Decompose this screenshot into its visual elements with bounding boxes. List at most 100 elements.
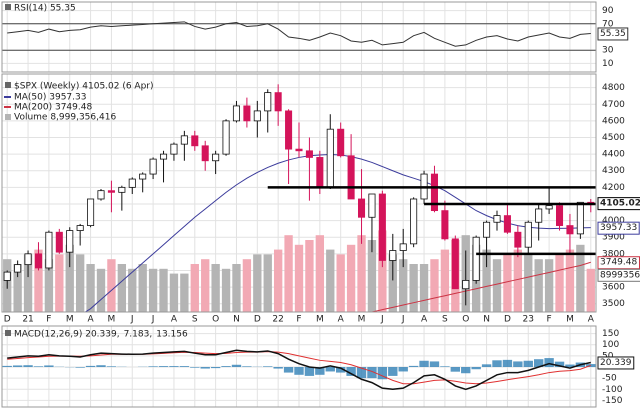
x-tick-label: M [566, 315, 574, 325]
histogram-bar [273, 367, 283, 369]
volume-bar [75, 254, 85, 312]
volume-bar [367, 240, 377, 312]
candle-body [232, 105, 240, 122]
candle-body [430, 173, 439, 212]
volume-bar [513, 249, 523, 312]
histogram-bar [106, 366, 117, 367]
histogram-bar [179, 366, 190, 367]
histogram-bar [481, 364, 492, 367]
candle-body [222, 120, 230, 155]
x-tick-label: N [233, 315, 240, 325]
last-value-label: 3957.33 [600, 223, 637, 233]
macd-panel [2, 349, 596, 391]
y-tick-label: 4400 [602, 150, 625, 160]
x-tick-label: M [66, 315, 74, 325]
volume-bar [326, 249, 335, 312]
candle-body [201, 145, 209, 162]
y-tick-label: 150 [602, 329, 619, 339]
volume-bar [86, 264, 95, 312]
candle-body [76, 225, 84, 231]
histogram-bar [408, 365, 419, 367]
volume-bar [492, 259, 502, 312]
volume-bar [201, 259, 210, 312]
last-value-box [597, 356, 635, 370]
histogram-bar [263, 366, 273, 367]
histogram-bar [190, 367, 200, 368]
x-tick-label: A [421, 315, 428, 325]
volume-bar [242, 259, 252, 312]
volume-bar [378, 230, 387, 312]
histogram-bar [554, 361, 565, 367]
histogram-bar [565, 364, 575, 367]
volume-bar [232, 264, 241, 312]
y-tick-label: 4800 [602, 83, 625, 93]
y-tick-label: 3900 [602, 233, 625, 243]
rsi-panel [2, 21, 596, 51]
series-line [369, 261, 591, 312]
legend-label: 13.156 [156, 330, 188, 340]
legend-swatch [5, 114, 11, 120]
last-value-label: 3749.48 [600, 258, 637, 268]
x-tick-label: M [316, 315, 324, 325]
y-tick-label: 100 [602, 340, 619, 350]
histogram-bar [75, 367, 85, 368]
legend-icon [5, 82, 11, 88]
histogram-bar [96, 365, 106, 367]
histogram-bar [294, 367, 304, 375]
volume-bar [263, 254, 272, 312]
histogram-bar [148, 366, 158, 367]
volume-bar [294, 244, 304, 312]
volume-bar [138, 264, 147, 312]
y-tick-label: 10 [602, 59, 614, 69]
candle-body [326, 128, 334, 188]
volume-bar [34, 249, 43, 312]
x-tick-label: D [254, 315, 261, 325]
candle-body [337, 128, 345, 157]
x-tick-label: A [171, 315, 178, 325]
x-tick-label: 23 [523, 315, 534, 325]
volume-bar [399, 259, 408, 312]
x-tick-label: A [588, 315, 595, 325]
histogram-bar [544, 358, 554, 367]
x-tick-label: S [192, 315, 198, 325]
legend-label: 7.183, [124, 330, 153, 340]
histogram-bar [513, 361, 523, 367]
histogram-bar [388, 367, 398, 376]
candle-body [451, 238, 459, 290]
candle-body [462, 280, 470, 290]
candle-body [357, 198, 366, 218]
candle-body [24, 253, 32, 266]
histogram-bar [471, 367, 481, 370]
volume-bar [159, 268, 168, 312]
x-tick-label: O [212, 315, 219, 325]
candle-body [535, 208, 543, 223]
histogram-bar [315, 367, 325, 375]
candle-body [347, 155, 355, 200]
candle-body [14, 264, 22, 273]
histogram-bar [283, 367, 294, 373]
volume-bar [65, 244, 74, 312]
volume-bar [180, 273, 189, 312]
volume-bar [357, 235, 366, 312]
legend-label: MA(200) 3749.48 [14, 103, 92, 113]
volume-bar [336, 254, 345, 312]
histogram-bar [242, 366, 252, 367]
x-tick-label: M [108, 315, 116, 325]
macd-frame [1, 325, 597, 408]
histogram-bar [367, 367, 377, 379]
x-tick-label: A [87, 315, 94, 325]
legend-label: MA(50) 3957.33 [14, 93, 86, 103]
volume-bar [117, 264, 127, 312]
candle-body [410, 198, 418, 245]
histogram-bar [533, 359, 544, 367]
candle-body [149, 158, 157, 175]
histogram-bar [85, 365, 96, 367]
y-tick-label: 90 [602, 6, 614, 16]
y-tick-label: 30 [602, 46, 614, 56]
candle-body [55, 231, 63, 253]
x-tick-label: M [358, 315, 366, 325]
x-tick-label: J [151, 315, 155, 325]
candle-body [3, 271, 11, 281]
volume-bar [211, 264, 220, 312]
candle-body [285, 110, 293, 150]
